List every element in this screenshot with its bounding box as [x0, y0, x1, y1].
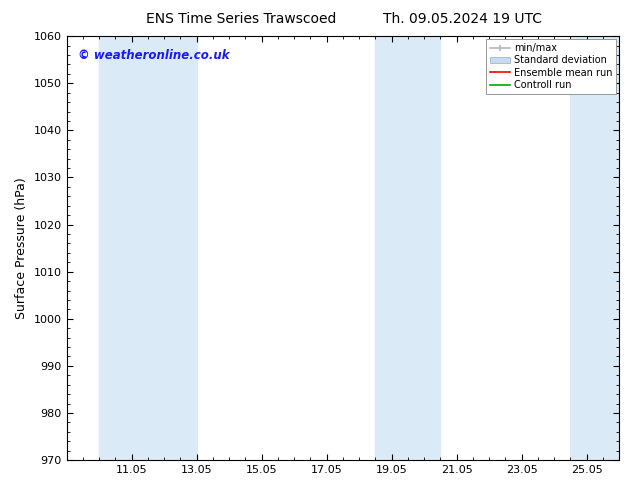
Y-axis label: Surface Pressure (hPa): Surface Pressure (hPa) [15, 177, 28, 319]
Bar [375, 36, 440, 460]
Bar [99, 36, 197, 460]
Legend: min/max, Standard deviation, Ensemble mean run, Controll run: min/max, Standard deviation, Ensemble me… [486, 39, 616, 94]
Text: ENS Time Series Trawscoed: ENS Time Series Trawscoed [146, 12, 336, 26]
Bar [570, 36, 619, 460]
Text: © weatheronline.co.uk: © weatheronline.co.uk [77, 49, 230, 62]
Text: Th. 09.05.2024 19 UTC: Th. 09.05.2024 19 UTC [384, 12, 542, 26]
